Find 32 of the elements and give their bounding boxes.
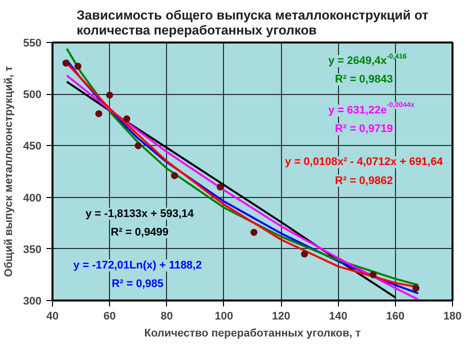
x-tick-label: 40 [46,310,59,322]
x-tick-label: 60 [104,310,116,322]
text: y = -1,8133x + 593,14 R² = 0,9499 [86,208,195,238]
y-tick-label: 550 [23,38,42,50]
text: y = -172,01Ln(x) + 1188,2 R² = 0,985 [73,259,202,290]
x-tick-label: 140 [329,310,348,322]
point [216,183,224,190]
point [171,172,178,180]
point [250,228,258,236]
point [95,110,102,118]
y-tick-label: 500 [23,89,42,102]
point [74,62,82,70]
x-tick-label: 160 [386,310,405,322]
y-tick-label: 400 [23,192,42,204]
point [134,142,142,150]
x-tick-label: 100 [214,310,234,322]
text: y = 0,0108x² - 4,0712x + 691,64 R² = 0,9862 [285,156,444,187]
y-tick-label: 350 [23,244,42,256]
point [123,115,130,122]
x-axis-title: Количество переработанных уголков, т [144,328,362,340]
y-axis-title: Общий выпуск металлоконструкций, т [3,65,16,277]
x-tick-label: 180 [443,310,462,322]
y-tick-label: 450 [23,140,42,153]
chart-title: Зависимость общего выпуска металлоконструкций от количества переработанных уголков [76,8,428,38]
point [412,284,420,292]
x-tick-label: 80 [160,310,173,322]
y-tick-label: 300 [23,296,42,308]
point [62,60,70,67]
point [106,92,114,99]
x-tick-label: 120 [272,310,290,322]
point [301,250,308,258]
point [370,271,377,278]
